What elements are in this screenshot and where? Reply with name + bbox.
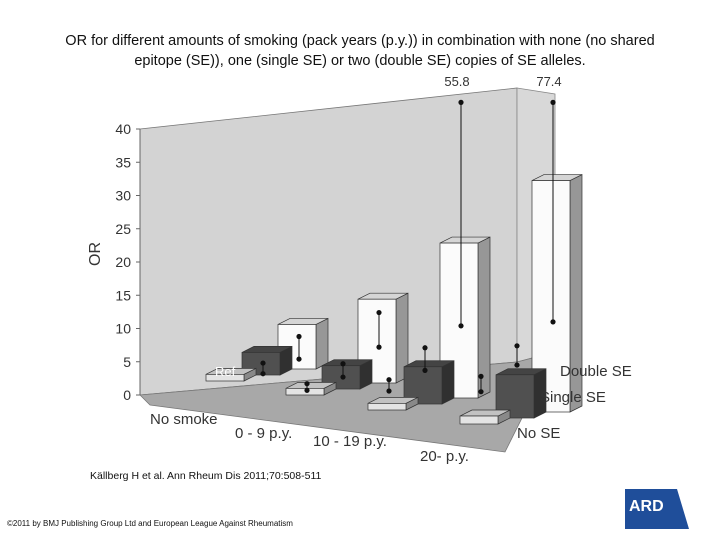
ci-point	[376, 309, 382, 316]
ci-point	[550, 319, 556, 325]
ci-point	[376, 344, 382, 350]
annotations: Ref 55.8 77.4	[215, 74, 562, 379]
series-label: Single SE	[540, 389, 606, 406]
ci-point	[296, 356, 302, 362]
ref-annotation: Ref	[215, 364, 236, 379]
y-tick-label: 20	[115, 254, 131, 270]
y-tick-label: 35	[115, 154, 131, 170]
category-label: 20- p.y.	[420, 448, 469, 465]
logo-text: ARD	[629, 498, 664, 515]
ci-point	[550, 99, 556, 105]
bar-front	[205, 374, 245, 382]
ci-point	[260, 371, 266, 377]
category-label: 10 - 19 p.y.	[313, 433, 387, 450]
ci-point	[304, 381, 310, 387]
ci-point	[458, 323, 464, 329]
y-tick-label: 10	[115, 321, 131, 337]
citation: Källberg H et al. Ann Rheum Dis 2011;70:…	[90, 470, 322, 482]
ci-point	[304, 387, 310, 393]
category-label: 0 - 9 p.y.	[235, 425, 292, 442]
bar-side	[315, 317, 329, 370]
ci-point	[478, 389, 484, 395]
ci-point	[340, 374, 346, 380]
bar-side	[441, 360, 455, 405]
bar-front	[459, 415, 499, 425]
ci-point	[422, 367, 428, 373]
y-tick-label: 40	[115, 121, 131, 137]
ci-point	[296, 333, 302, 340]
ci-point	[386, 388, 392, 394]
bar-side	[477, 236, 491, 399]
ard-logo: ARD	[625, 489, 689, 529]
value-annotation: 77.4	[536, 74, 561, 89]
y-axis-ticks: 0 5 10 15 20 25 30 35 40	[115, 121, 140, 403]
copyright: ©2011 by BMJ Publishing Group Ltd and Eu…	[7, 519, 293, 528]
y-tick-label: 30	[115, 188, 131, 204]
ci-point	[458, 99, 464, 105]
ci-point	[260, 360, 266, 366]
ci-point	[386, 377, 392, 383]
bar-front	[367, 403, 407, 411]
y-tick-label: 5	[123, 354, 131, 370]
ci-point	[514, 343, 520, 349]
chart-title: OR for different amounts of smoking (pac…	[20, 31, 700, 71]
category-label: No smoke	[150, 411, 218, 428]
ci-point	[422, 345, 428, 351]
title-line-2: epitope (SE)), one (single SE) or two (d…	[134, 53, 586, 69]
category-labels: No smoke 0 - 9 p.y. 10 - 19 p.y. 20- p.y.	[150, 411, 469, 465]
y-tick-label: 0	[123, 387, 131, 403]
ci-point	[514, 362, 520, 368]
y-axis-label: OR	[87, 242, 104, 266]
y-tick-label: 15	[115, 287, 131, 303]
series-label: No SE	[517, 425, 560, 442]
title-line-1: OR for different amounts of smoking (pac…	[65, 33, 655, 49]
bars-group	[205, 99, 583, 425]
value-annotation: 55.8	[444, 74, 469, 89]
series-label: Double SE	[560, 363, 632, 380]
logo-shape-icon	[625, 489, 689, 529]
ci-point	[340, 361, 346, 367]
ci-point	[478, 373, 484, 379]
y-tick-label: 25	[115, 221, 131, 237]
series-labels: No SE Single SE Double SE	[517, 363, 632, 442]
